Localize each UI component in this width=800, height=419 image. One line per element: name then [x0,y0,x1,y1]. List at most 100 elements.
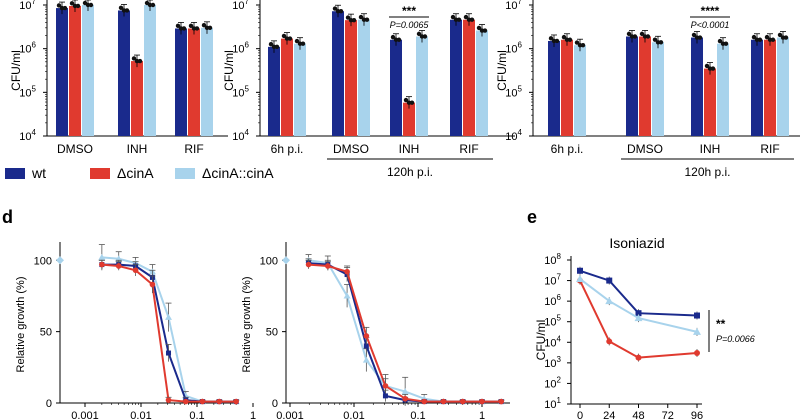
x-tick-label-d2-2: 0.1 [410,410,425,419]
data-point-d2-comp [362,356,370,363]
x-tick-label-b-0: 6h p.i. [271,142,304,156]
x-tick-label-e-4: 96 [691,410,703,419]
replicate-point-b [300,41,306,46]
y-tick-label-e-1: 102 [544,375,561,390]
replicate-point-c [574,40,580,45]
x-tick-label-d1-2: 0.1 [189,410,204,419]
bar-a-comp-1 [144,5,156,136]
replicate-point-a [62,5,68,11]
y-tick-label-d1-0: 0 [46,398,52,410]
replicate-point-b [358,14,364,20]
y-tick-label-c-2: 106 [505,41,522,56]
replicate-point-b [332,6,338,11]
bar-b-wt-2 [390,39,402,136]
y-tick-label-e-0: 101 [544,396,561,411]
bar-b-cina-0 [281,38,293,136]
bar-b-cina-1 [345,20,357,137]
data-point-d2-cina [459,398,466,405]
significance-p-e: P=0.0066 [716,334,755,344]
significance-p-c: P<0.0001 [691,20,730,30]
data-point-d1-comp [98,253,106,260]
y-tick-label-a-3: 107 [19,0,36,12]
y-tick-label-b-3: 107 [232,0,249,12]
replicate-point-c [548,36,554,41]
series-line-e-cina [579,280,698,359]
chart-title-e: Isoniazid [609,235,664,251]
bar-c-comp-2 [717,43,729,136]
replicate-point-a [137,58,143,64]
replicate-point-c [554,38,560,44]
replicate-point-a [188,23,194,29]
replicate-point-b [409,100,415,105]
y-tick-label-d2-0: 0 [272,398,278,410]
replicate-point-c [777,32,783,38]
replicate-point-b [396,37,402,42]
replicate-point-c [717,38,723,44]
legend-label-wt: wt [31,165,46,181]
bar-a-wt-1 [118,10,130,136]
y-tick-label-d1-2: 100 [34,255,52,267]
replicate-point-a [194,26,200,31]
replicate-point-b [287,36,293,41]
bar-a-wt-2 [175,28,187,136]
data-point-d1-cina [182,398,189,405]
replicate-point-b [476,25,482,31]
x-tick-label-e-1: 24 [603,410,615,419]
data-point-d2-cina [305,261,312,268]
data-point-d1-cina [199,398,206,405]
x-tick-label-c-0: 6h p.i. [551,142,584,156]
x-tick-label-d2-0: 0.001 [276,410,304,419]
data-point-d2-cina [363,333,370,339]
y-axis-label-b: CFU/ml [222,50,236,91]
dose-response-chart-d2: 0 50 100 0.001 0.01 0.1 1 Relative growth (%) [241,242,510,419]
data-point-d2-cina [382,383,389,389]
y-tick-label-d1-1: 50 [40,327,52,339]
replicate-point-a [118,5,124,11]
group-label-c: 120h p.i. [684,165,730,179]
replicate-point-a [69,1,75,6]
replicate-point-b [281,33,287,39]
y-tick-label-c-3: 107 [505,0,522,12]
replicate-point-b [345,15,351,20]
x-tick-label-b-2: INH [399,142,420,156]
replicate-point-c [710,66,716,71]
y-tick-label-e-3: 104 [544,334,561,349]
y-tick-label-a-1: 105 [19,84,36,99]
replicate-point-b [403,97,409,103]
group-label-b: 120h p.i. [387,165,433,179]
data-point-d1-comp [115,255,123,262]
y-axis-label-d2: Relative growth (%) [241,277,253,373]
legend-swatch-comp [175,168,195,179]
replicate-point-c [764,34,770,40]
bar-b-cina-3 [463,19,475,136]
bar-b-cina-2 [403,102,415,136]
x-tick-label-d2-1: 0.01 [343,410,364,419]
y-tick-label-b-0: 104 [232,128,249,143]
panel-label-e: e [527,207,537,227]
y-tick-label-a-0: 104 [19,128,36,143]
bar-c-comp-0 [574,45,586,136]
replicate-point-a [131,56,137,61]
replicate-point-b [294,38,300,44]
data-point-e-cina [635,354,642,361]
data-point-e-wt [606,277,613,284]
untreated-marker-d1 [56,256,64,265]
replicate-point-a [175,23,181,29]
replicate-point-a [75,3,81,9]
replicate-point-c [652,37,658,42]
y-tick-label-b-2: 106 [232,41,249,56]
bar-a-comp-0 [82,5,94,136]
y-tick-label-c-1: 105 [505,84,522,99]
data-point-e-comp [634,314,643,322]
replicate-point-c [697,35,703,40]
replicate-point-c [626,31,632,37]
y-tick-label-e-2: 103 [544,355,561,370]
bar-c-comp-3 [777,37,789,136]
untreated-marker-d2 [282,256,290,265]
replicate-point-b [463,14,469,20]
bar-chart-b: 104 105 106 107 CFU/ml 6h p.i. DMSO INH RIF 120h … [222,0,515,179]
series-line-e-wt [579,269,698,317]
data-point-d2-cina [498,398,505,405]
replicate-point-b [274,44,280,50]
significance-stars-b: *** [402,4,416,18]
